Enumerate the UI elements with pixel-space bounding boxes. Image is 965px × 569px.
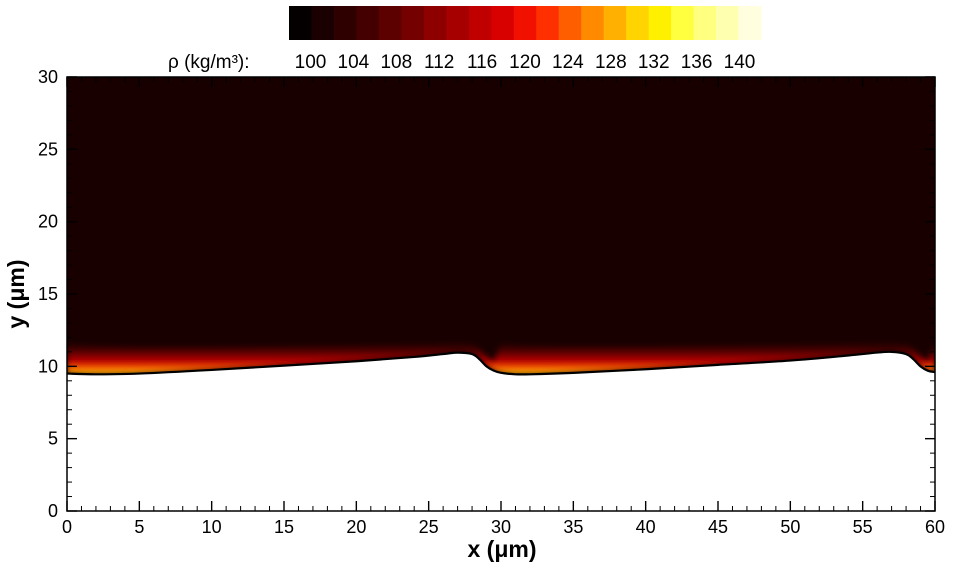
colorbar-swatch: [513, 6, 537, 40]
x-tick-label: 50: [780, 517, 800, 537]
x-tick-label: 35: [563, 517, 583, 537]
x-tick-label: 40: [636, 517, 656, 537]
colorbar-swatch: [468, 6, 492, 40]
x-axis-title: x (μm): [467, 536, 536, 562]
colorbar-swatch: [446, 6, 470, 40]
colorbar-swatch: [289, 6, 313, 40]
colorbar-swatch: [648, 6, 672, 40]
colorbar-tick-label: 100: [295, 52, 327, 73]
colorbar-swatch: [626, 6, 650, 40]
y-tick-label: 15: [38, 284, 58, 304]
x-tick-label: 45: [708, 517, 728, 537]
y-tick-label: 10: [38, 356, 58, 376]
x-tick-label: 30: [491, 517, 511, 537]
colorbar-swatch: [423, 6, 447, 40]
colorbar: [289, 6, 762, 40]
colorbar-tick-label: 136: [681, 52, 713, 73]
interface-glow: [67, 340, 935, 375]
colorbar-tick-labels: 100 104 108 112 116 120 124 128 132 136 140: [295, 52, 756, 73]
x-tick-label: 0: [62, 517, 72, 537]
colorbar-swatch: [716, 6, 740, 40]
colorbar-swatch: [738, 6, 762, 40]
y-tick-label: 20: [38, 212, 58, 232]
interface-line: [66, 350, 936, 376]
x-tick-label: 25: [419, 517, 439, 537]
colorbar-tick-label: 120: [509, 52, 541, 73]
colorbar-swatch: [671, 6, 695, 40]
y-tick-label: 0: [48, 501, 58, 521]
colorbar-tick-label: 108: [380, 52, 412, 73]
x-tick-label: 55: [853, 517, 873, 537]
y-tick-label: 25: [38, 139, 58, 159]
x-tick-label: 10: [202, 517, 222, 537]
colorbar-tick-label: 140: [724, 52, 756, 73]
x-tick-label: 5: [134, 517, 144, 537]
colorbar-swatch: [491, 6, 515, 40]
x-tick-label: 60: [925, 517, 945, 537]
y-axis-title: y (μm): [3, 259, 29, 328]
colorbar-tick-label: 112: [424, 52, 454, 73]
colorbar-tick-label: 132: [638, 52, 670, 73]
colorbar-swatch: [333, 6, 358, 40]
colorbar-swatch: [693, 6, 717, 40]
colorbar-swatch: [581, 6, 605, 40]
colorbar-swatch: [311, 6, 335, 40]
liquid-region: [67, 351, 935, 511]
colorbar-tick-label: 124: [552, 52, 584, 73]
colorbar-tick-label: 116: [467, 52, 497, 73]
colorbar-swatch: [356, 6, 380, 40]
colorbar-swatch: [378, 6, 402, 40]
axis-ticks: 0 5 10 15 20 25 30 35 40 45 50 55 60 0 5 10 15 20 25 30: [38, 67, 945, 537]
x-tick-label: 20: [346, 517, 366, 537]
x-tick-label: 15: [274, 517, 294, 537]
colorbar-label: ρ (kg/m³):: [168, 52, 250, 73]
colorbar-swatch: [401, 6, 425, 40]
colorbar-swatch: [558, 6, 582, 40]
y-tick-label: 30: [38, 67, 58, 87]
colorbar-swatch: [603, 6, 627, 40]
colorbar-swatch: [536, 6, 560, 40]
colorbar-tick-label: 104: [338, 52, 370, 73]
colorbar-tick-label: 128: [595, 52, 627, 73]
y-tick-label: 5: [48, 429, 58, 449]
plot-area: [67, 77, 935, 511]
